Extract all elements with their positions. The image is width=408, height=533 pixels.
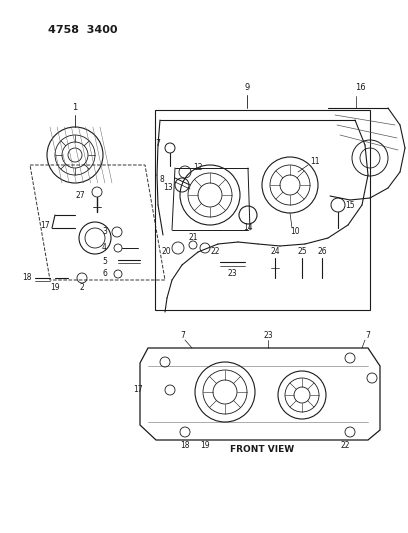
Text: 17: 17 xyxy=(40,221,50,230)
Text: 4: 4 xyxy=(102,244,107,253)
Text: 23: 23 xyxy=(263,330,273,340)
Text: 19: 19 xyxy=(50,282,60,292)
Text: 16: 16 xyxy=(355,84,365,93)
Text: 9: 9 xyxy=(244,84,250,93)
Text: 10: 10 xyxy=(290,228,300,237)
Text: 22: 22 xyxy=(210,247,220,256)
Text: 18: 18 xyxy=(180,440,190,449)
Text: 5: 5 xyxy=(102,256,107,265)
Text: 7: 7 xyxy=(181,330,186,340)
Text: 20: 20 xyxy=(161,247,171,256)
Text: 12: 12 xyxy=(193,164,203,173)
Text: 21: 21 xyxy=(188,233,198,243)
Text: 1: 1 xyxy=(72,103,78,112)
Text: 2: 2 xyxy=(80,284,84,293)
Text: 3: 3 xyxy=(102,228,107,237)
Text: 17: 17 xyxy=(133,385,143,394)
Text: 8: 8 xyxy=(160,175,164,184)
Text: 7: 7 xyxy=(155,139,160,148)
Text: 13: 13 xyxy=(163,183,173,192)
Text: 27: 27 xyxy=(75,190,84,199)
Text: 15: 15 xyxy=(345,200,355,209)
Text: 24: 24 xyxy=(270,247,280,256)
Bar xyxy=(155,110,370,310)
Text: 18: 18 xyxy=(22,273,32,282)
Text: 19: 19 xyxy=(200,440,210,449)
Text: 14: 14 xyxy=(243,223,253,232)
Text: 25: 25 xyxy=(297,247,307,256)
Text: 26: 26 xyxy=(317,247,327,256)
Text: 11: 11 xyxy=(310,157,320,166)
Text: 7: 7 xyxy=(366,330,370,340)
Text: 22: 22 xyxy=(340,440,350,449)
Text: 6: 6 xyxy=(102,270,107,279)
Text: 4758  3400: 4758 3400 xyxy=(48,25,118,35)
Text: 23: 23 xyxy=(227,270,237,279)
Text: FRONT VIEW: FRONT VIEW xyxy=(230,446,294,455)
